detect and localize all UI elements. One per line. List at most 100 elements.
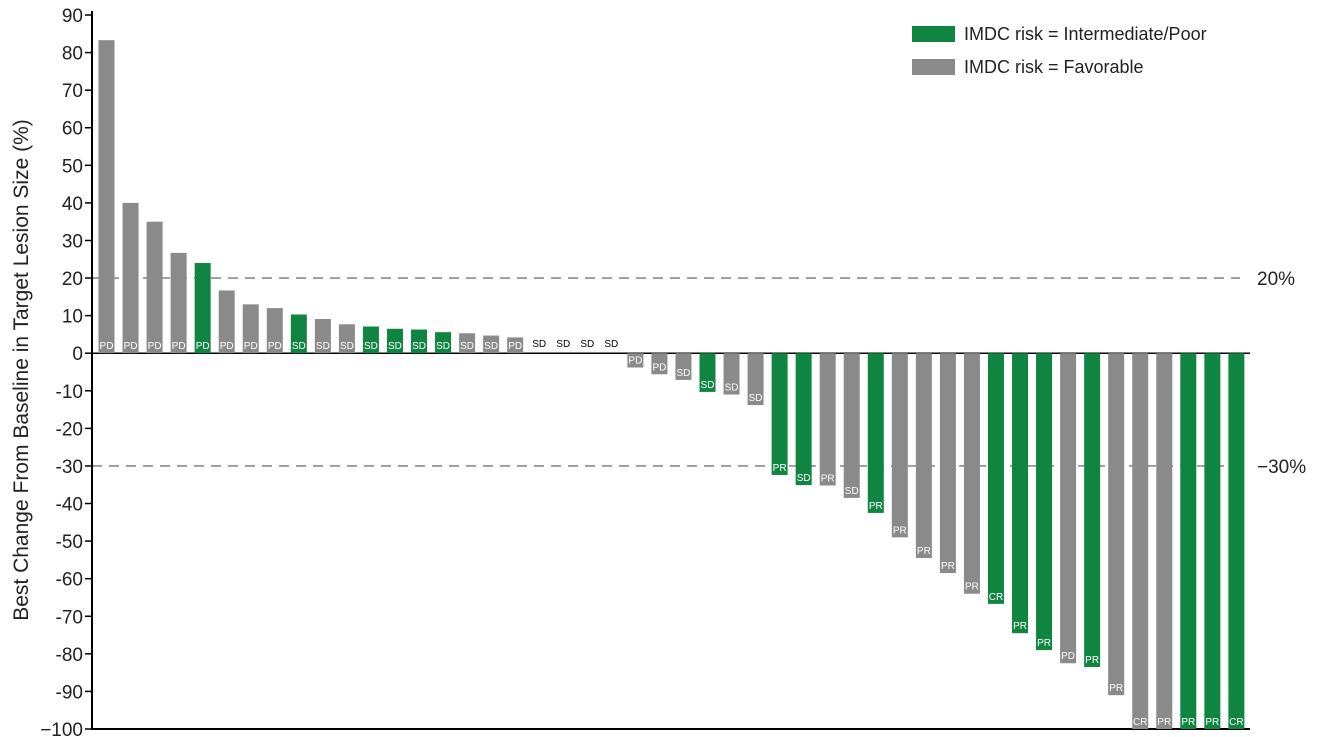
bar-response-label: PD (628, 355, 642, 366)
bar-response-label: CR (1133, 717, 1147, 728)
bar (98, 40, 115, 354)
bar-response-label: SD (556, 339, 570, 350)
bar (723, 353, 740, 395)
y-tick-label: 0 (72, 344, 83, 365)
bar-response-label: PR (1157, 717, 1171, 728)
bar (386, 328, 403, 354)
bar-response-label: SD (460, 341, 474, 352)
bar (170, 252, 187, 354)
bar-response-label: SD (316, 341, 330, 352)
bar-response-label: SD (749, 393, 763, 404)
bar-response-label: PD (220, 341, 234, 352)
bar-response-label: PR (965, 582, 979, 593)
bar (122, 202, 139, 354)
bar (218, 290, 235, 354)
y-tick-label: -10 (56, 382, 83, 403)
bar (891, 353, 908, 538)
bar (1180, 353, 1197, 729)
bar (1204, 353, 1221, 729)
bar-response-label: PD (172, 341, 186, 352)
bar (1036, 353, 1053, 651)
bar-response-label: CR (1229, 717, 1243, 728)
bar (963, 353, 980, 594)
y-tick-label: -80 (56, 645, 83, 666)
y-tick-label: 80 (62, 44, 83, 65)
bars: PD PD PD PD PD PD PD PD SD SD SD SD SD SD SD SD SD PD SD SD… (98, 40, 1245, 729)
bar (843, 353, 860, 498)
bar (1132, 353, 1149, 729)
bar-response-label: PR (917, 546, 931, 557)
bar-response-label: PD (148, 341, 162, 352)
bar-response-label: PD (268, 341, 282, 352)
bar (1060, 353, 1077, 664)
bar (987, 353, 1004, 604)
bar-response-label: PR (1037, 638, 1051, 649)
bar-response-label: PD (508, 341, 522, 352)
bar-response-label: PR (893, 525, 907, 536)
bar-response-label: PR (821, 473, 835, 484)
bar-response-label: PD (196, 341, 210, 352)
bar (435, 332, 452, 354)
bar (266, 308, 283, 354)
legend-entry-label: IMDC risk = Favorable (964, 57, 1144, 77)
y-tick-label: -20 (56, 419, 83, 440)
reference-line-label: −30% (1257, 457, 1306, 478)
bar-response-label: SD (292, 341, 306, 352)
y-tick-label: 40 (62, 194, 83, 215)
bar (1012, 353, 1029, 634)
bar-response-label: PD (1061, 651, 1075, 662)
bar-response-label: PR (869, 501, 883, 512)
bar (290, 314, 307, 354)
legend-swatch (912, 59, 955, 75)
bar (1228, 353, 1245, 729)
bar-response-label: CR (989, 592, 1003, 603)
bar (507, 337, 524, 354)
bar-response-label: PR (1085, 655, 1099, 666)
bar (747, 353, 764, 406)
y-tick-label: 30 (62, 231, 83, 252)
bar-response-label: SD (436, 341, 450, 352)
y-tick-label: -90 (56, 682, 83, 703)
bar-response-label: PR (1181, 717, 1195, 728)
bar (483, 335, 500, 354)
legend: IMDC risk = Intermediate/Poor IMDC risk =… (912, 24, 1207, 77)
y-tick-label: 50 (62, 156, 83, 177)
bar (1156, 353, 1173, 729)
bar (459, 333, 476, 354)
bar-response-label: PR (1109, 683, 1123, 694)
bar-response-label: SD (580, 339, 594, 350)
bar-response-label: SD (412, 341, 426, 352)
bar-response-label: SD (677, 368, 691, 379)
bar-response-label: PD (100, 341, 114, 352)
bar (915, 353, 932, 559)
bar (242, 304, 259, 354)
bar-response-label: SD (340, 341, 354, 352)
bar-response-label: PD (652, 362, 666, 373)
y-tick-label: -30 (56, 457, 83, 478)
bar-response-label: SD (484, 341, 498, 352)
bar (939, 353, 956, 574)
bar-response-label: SD (845, 486, 859, 497)
y-axis: 90 80 70 60 50 40 30 20 10 0 -10 -20 -30 -40 -50 -60 -70… (40, 6, 1250, 737)
bar-response-label: PR (1013, 621, 1027, 632)
bar (194, 263, 211, 354)
y-tick-label: -50 (56, 532, 83, 553)
y-tick-label: -40 (56, 495, 83, 516)
bar-response-label: SD (797, 473, 811, 484)
bar (651, 353, 668, 375)
legend-swatch (912, 26, 955, 42)
bar-response-label: PR (773, 463, 787, 474)
bar-response-label: SD (701, 380, 715, 391)
y-tick-label: 60 (62, 119, 83, 140)
bar (771, 353, 788, 475)
bar-response-label: SD (725, 383, 739, 394)
bar (338, 324, 355, 354)
bar-response-label: SD (388, 341, 402, 352)
bar-response-label: SD (532, 339, 546, 350)
y-tick-label: −100 (40, 720, 83, 737)
reference-line-label: 20% (1257, 269, 1295, 290)
y-tick-label: 90 (62, 6, 83, 27)
bar (314, 319, 331, 354)
bar (411, 329, 428, 354)
